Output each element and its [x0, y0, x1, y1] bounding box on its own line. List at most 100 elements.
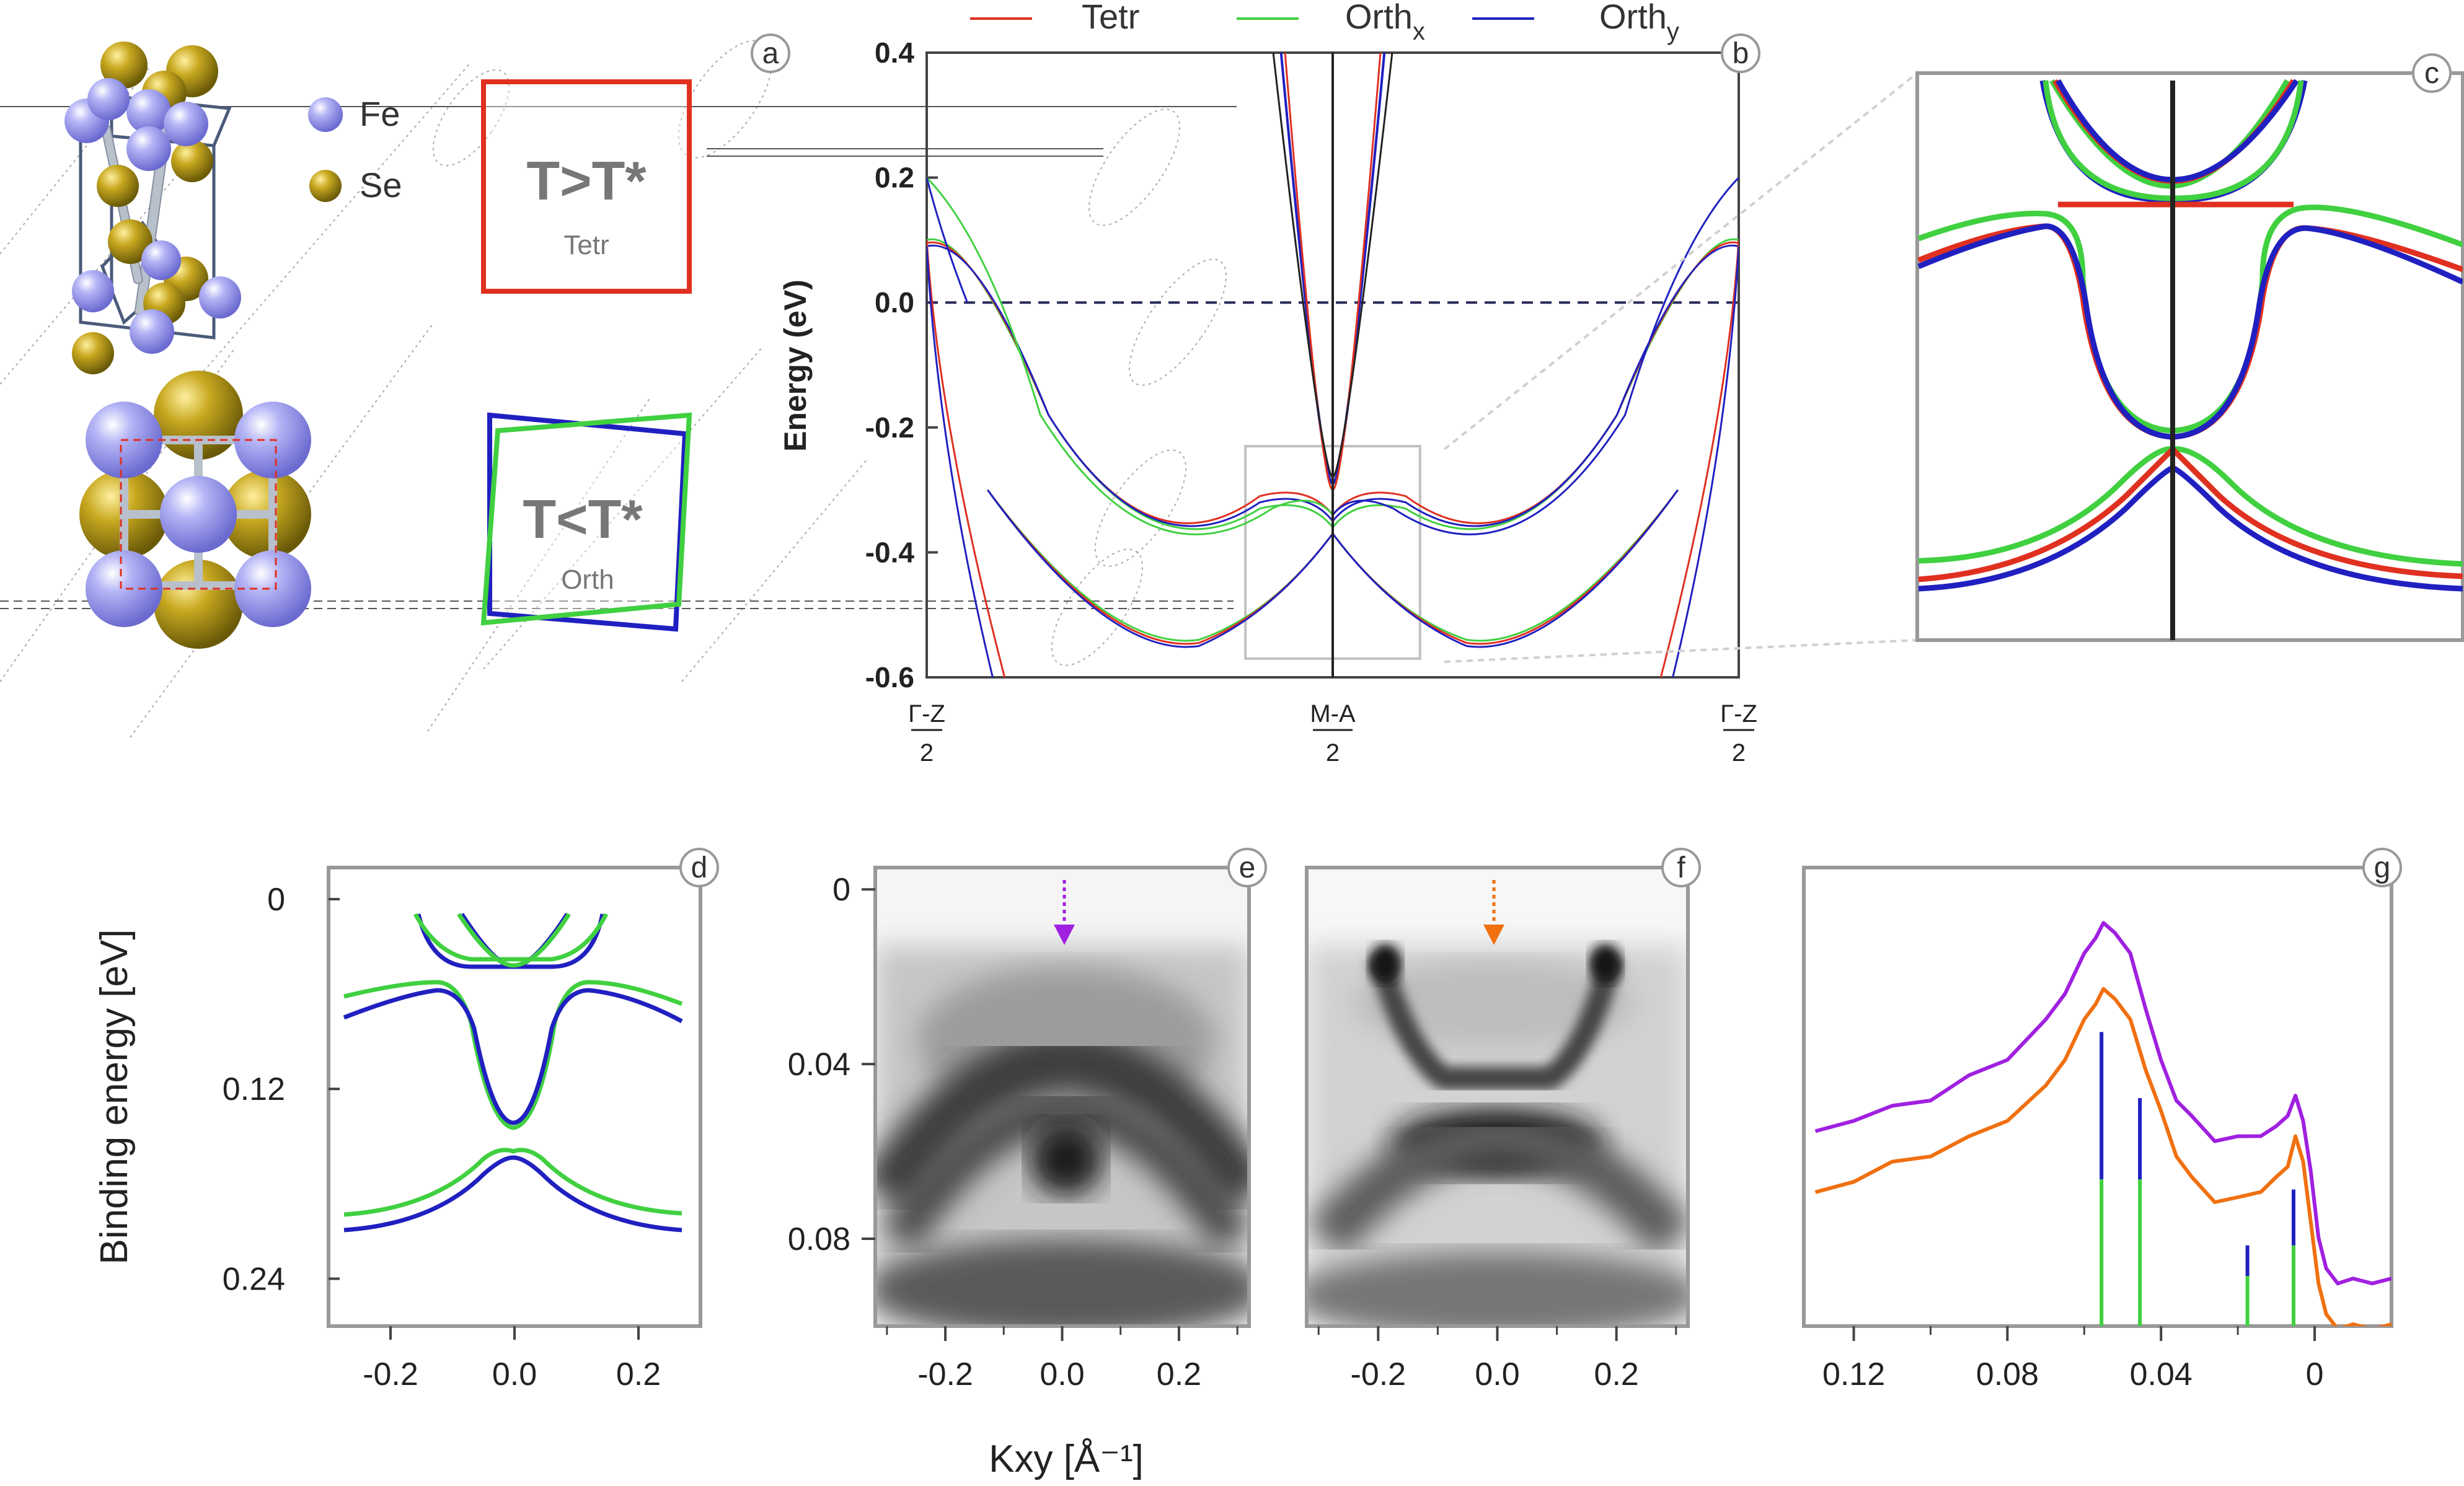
band-orthy: [2056, 79, 2299, 183]
panel-e-arpes-image: [875, 868, 1249, 1326]
xtick-label: 0.2: [1157, 1356, 1201, 1392]
tetragonal-cell-box: [481, 79, 692, 294]
svg-text:Orthx: Orthx: [1345, 0, 1425, 45]
xtick-label: 0.0: [1475, 1356, 1519, 1392]
panel-c-letter: c: [2424, 57, 2439, 90]
legend-label-orthy: Orth: [1599, 0, 1667, 36]
legend-label-tetr: Tetr: [1082, 0, 1139, 36]
panel-c: c: [1915, 53, 2464, 642]
panel-e-ticks: -0.2 0.0 0.2 0 0.04 0.08: [788, 872, 1239, 1392]
ytick-label: 0: [832, 872, 850, 908]
panel-b-ytick-label: 0.0: [875, 286, 914, 319]
panel-b-xtick-mid-den: 2: [1326, 739, 1340, 767]
legend-sub-orthx: x: [1413, 18, 1425, 45]
zoom-connector-top: [1443, 72, 1919, 451]
xtick-label: -0.2: [1351, 1356, 1406, 1392]
se-atom-label: Se: [360, 165, 402, 204]
panel-g: 0.12 0.08 0.04 0 g: [1802, 848, 2402, 1392]
band-tetr: [1918, 445, 2463, 583]
panel-f-badge: [1661, 848, 1701, 887]
band-orthx: [343, 1148, 682, 1217]
panel-d-ytick-label: 0: [267, 882, 285, 918]
panel-g-letter: g: [2374, 851, 2391, 884]
panel-d-ytick-label: 0.24: [223, 1261, 285, 1297]
panel-b: 0.40.20.0-0.2-0.4-0.6 Energy (eV) Γ-Z 2 …: [778, 33, 1760, 767]
panel-g-frame: [1802, 866, 2393, 1328]
band-orthy: [1331, 177, 1739, 535]
panel-b-xtick-right: Γ-Z: [1720, 700, 1757, 728]
band-orthy: [343, 1155, 682, 1233]
svg-text:Orthy: Orthy: [1599, 0, 1679, 45]
orthorhombic-cell-x: [480, 412, 692, 626]
panel-g-xtick-label: 0.04: [2130, 1356, 2192, 1392]
panel-g-edc-curves: [1814, 921, 2391, 1326]
panel-b-ytick-label: -0.6: [865, 661, 914, 693]
band-tetr: [1659, 240, 1739, 677]
band-orthy: [1917, 223, 2463, 440]
panel-b-ytick-label: -0.4: [865, 536, 915, 568]
band-orthx: [413, 913, 609, 962]
panel-f-letter: f: [1677, 851, 1685, 884]
band-orthx: [457, 913, 571, 968]
panel-d: 00.120.24-0.2 0.0 0.2 Binding energy [eV] …: [93, 848, 719, 1392]
panel-b-ytick-label: 0.2: [875, 162, 914, 194]
panel-g-xtick-label: 0.08: [1976, 1356, 2039, 1392]
panel-f-arrow-head-icon: [1483, 925, 1504, 945]
panel-e-xlabel: Kxy [Å⁻¹]: [989, 1438, 1144, 1480]
xtick-label: 0.0: [1040, 1356, 1084, 1392]
band-orthy: [927, 177, 968, 303]
band-orthx: [927, 177, 1334, 535]
ytick-label: 0.04: [788, 1047, 850, 1083]
panel-b-xtick-mid: M-A: [1310, 700, 1356, 728]
orth-cell-label: Orth: [561, 565, 614, 595]
ytick-label: 0.08: [788, 1221, 850, 1257]
panel-g-xtick-label: 0: [2306, 1356, 2324, 1392]
band-orthy: [343, 988, 683, 1125]
panel-b-bands: [927, 53, 1739, 677]
panel-c-frame: [1915, 71, 2464, 642]
panel-e: -0.2 0.0 0.2 0 0.04 0.08 Kxy [Å⁻¹] e: [788, 848, 1267, 1480]
fe-atom-icon: [308, 97, 343, 132]
panel-e-badge: [1227, 848, 1267, 887]
panel-d-ytick-label: 0.12: [223, 1071, 285, 1107]
band-tetr: [927, 240, 1006, 677]
panel-d-ylabel: Binding energy [eV]: [93, 929, 136, 1264]
se-atom-icon: [309, 170, 342, 202]
panel-d-letter: d: [691, 851, 708, 884]
zoom-connector-bottom: [1444, 639, 1918, 663]
panel-f: -0.2 0.0 0.2 f: [1305, 848, 1701, 1392]
panel-d-bands: [343, 913, 683, 1233]
panel-a: Fe Se T>T* Tetr T<T* Orth a: [0, 33, 1237, 738]
band-orthx: [343, 980, 683, 1130]
panel-d-xtick-label: -0.2: [363, 1356, 418, 1392]
legend-sub-orthy: y: [1667, 18, 1679, 45]
legend: Tetr Orthx Orthy: [970, 0, 1679, 45]
panel-c-bands: [1917, 79, 2463, 640]
panel-f-arpes-image: [1307, 868, 1688, 1326]
panel-f-ticks: -0.2 0.0 0.2: [1317, 1326, 1677, 1392]
fe-atom-label: Fe: [360, 94, 400, 133]
crystal-structure-top-view: [79, 371, 311, 649]
band-orthy: [927, 246, 994, 677]
crystal-structure-perspective: [64, 42, 241, 374]
panel-g-xtick-label: 0.12: [1822, 1356, 1885, 1392]
panel-d-xtick-label: 0.2: [616, 1356, 661, 1392]
xtick-label: -0.2: [917, 1356, 973, 1392]
low-temp-label: T<T*: [523, 488, 643, 550]
panel-c-badge: [2412, 53, 2452, 93]
band-tetr: [1917, 223, 2463, 440]
panel-d-ticks: 0 0.12 0.24 -0.2 0.0 0.2: [223, 882, 661, 1392]
high-temp-label: T>T*: [526, 150, 647, 211]
panel-d-xtick-label: 0.0: [492, 1356, 537, 1392]
panel-g-badge: [2362, 848, 2402, 887]
panel-a-letter: a: [762, 37, 779, 70]
panel-b-xtick-left-den: 2: [920, 739, 934, 767]
panel-b-xtick-left: Γ-Z: [908, 700, 945, 728]
panel-e-arrow-head-icon: [1054, 925, 1075, 945]
edc-curve-e: [1814, 921, 2391, 1286]
band-orthy: [1671, 246, 1739, 677]
tetr-cell-label: Tetr: [563, 230, 609, 260]
panel-g-ticks: 0.12 0.08 0.04 0: [1822, 1326, 2324, 1392]
panel-b-ylabel: Energy (eV): [778, 279, 813, 452]
